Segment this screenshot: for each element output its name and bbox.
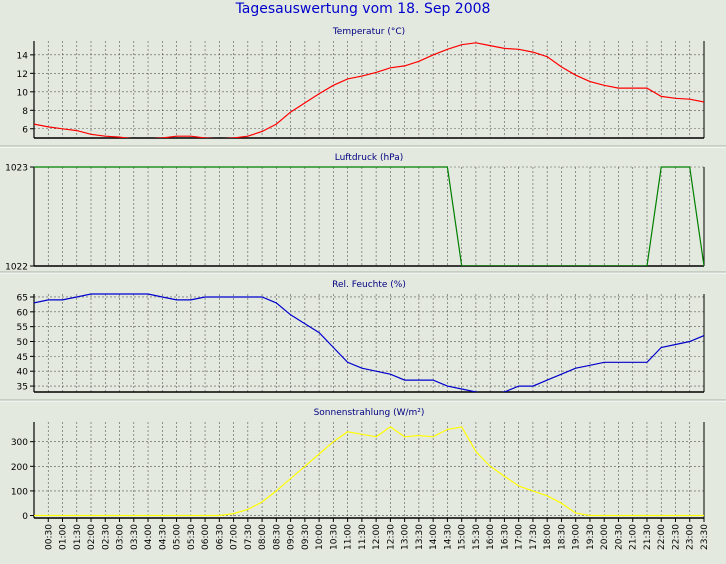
- y-tick-label: 300: [11, 438, 28, 448]
- y-tick-label: 100: [11, 487, 28, 497]
- x-tick-label: 21:30: [643, 524, 653, 550]
- x-tick-label: 16:30: [500, 524, 510, 550]
- x-tick-label: 09:30: [301, 524, 311, 550]
- time-axis: 00:30 01:00 01:30 02:00 02:30 03:00 03:30 04:00…: [44, 518, 710, 550]
- series-line: [34, 426, 704, 517]
- x-tick-label: 20:00: [600, 524, 610, 550]
- y-tick-label: 12: [17, 70, 28, 80]
- y-tick-label: 10: [17, 88, 29, 98]
- x-tick-label: 02:00: [87, 524, 97, 550]
- x-tick-label: 19:30: [586, 524, 596, 550]
- x-tick-label: 23:00: [686, 524, 696, 550]
- x-tick-label: 08:30: [272, 524, 282, 550]
- x-tick-label: 01:00: [59, 524, 69, 550]
- x-tick-label: 11:30: [358, 524, 368, 550]
- report-title: Tagesauswertung vom 18. Sep 2008: [235, 1, 491, 17]
- x-tick-label: 06:00: [201, 524, 211, 550]
- x-tick-label: 12:00: [372, 524, 382, 550]
- x-tick-label: 11:00: [344, 524, 354, 550]
- y-tick-label: 6: [22, 125, 28, 135]
- x-tick-label: 04:00: [144, 524, 154, 550]
- x-tick-label: 14:30: [443, 524, 453, 550]
- y-tick-label: 40: [17, 368, 29, 378]
- x-tick-label: 07:30: [244, 524, 254, 550]
- x-tick-label: 01:30: [73, 524, 83, 550]
- y-tick-label: 1023: [5, 164, 28, 174]
- series-line: [34, 42, 704, 138]
- y-tick-label: 50: [17, 338, 29, 348]
- chart-panel-4: Sonnenstrahlung (W/m²) 0 100 200 300: [11, 408, 705, 522]
- chart-title: Temperatur (°C): [332, 27, 405, 37]
- x-tick-label: 10:00: [315, 524, 325, 550]
- x-tick-label: 05:00: [173, 524, 183, 550]
- series-line: [34, 166, 704, 266]
- x-tick-label: 13:30: [415, 524, 425, 550]
- x-tick-label: 22:00: [657, 524, 667, 550]
- chart-title: Rel. Feuchte (%): [332, 280, 406, 290]
- y-tick-label: 45: [17, 353, 28, 363]
- x-tick-label: 03:00: [116, 524, 126, 550]
- x-tick-label: 15:30: [472, 524, 482, 550]
- x-tick-label: 22:30: [671, 524, 681, 550]
- x-tick-label: 06:30: [215, 524, 225, 550]
- x-tick-label: 20:30: [614, 524, 624, 550]
- x-tick-label: 14:00: [429, 524, 439, 550]
- y-tick-label: 60: [17, 308, 29, 318]
- x-tick-label: 23:30: [700, 524, 710, 550]
- x-tick-label: 04:30: [158, 524, 168, 550]
- chart-panel-3: Rel. Feuchte (%) 35 40 45 50 55 60 65: [17, 280, 705, 393]
- y-tick-label: 65: [17, 293, 28, 303]
- y-tick-label: 55: [17, 323, 28, 333]
- y-tick-label: 8: [22, 107, 28, 117]
- x-tick-label: 12:30: [386, 524, 396, 550]
- x-tick-label: 03:30: [130, 524, 140, 550]
- x-tick-label: 00:30: [44, 524, 54, 550]
- x-tick-label: 05:30: [187, 524, 197, 550]
- x-tick-label: 16:00: [486, 524, 496, 550]
- chart-panel-1: Temperatur (°C) 6 8 10 12 14: [17, 27, 705, 139]
- x-tick-label: 15:00: [458, 524, 468, 550]
- series-line: [34, 293, 704, 392]
- x-tick-label: 19:00: [572, 524, 582, 550]
- y-tick-label: 35: [17, 383, 28, 393]
- x-tick-label: 07:00: [230, 524, 240, 550]
- y-tick-label: 200: [11, 463, 28, 473]
- chart-title: Sonnenstrahlung (W/m²): [314, 408, 425, 418]
- y-tick-label: 14: [17, 51, 29, 61]
- y-tick-label: 1022: [5, 263, 28, 273]
- x-tick-label: 18:00: [543, 524, 553, 550]
- x-tick-label: 13:00: [401, 524, 411, 550]
- x-tick-label: 21:00: [629, 524, 639, 550]
- chart-title: Luftdruck (hPa): [335, 153, 404, 163]
- chart-panel-2: Luftdruck (hPa) 1022 1023: [5, 153, 705, 273]
- x-tick-label: 17:30: [529, 524, 539, 550]
- x-tick-label: 02:30: [101, 524, 111, 550]
- x-tick-label: 10:30: [329, 524, 339, 550]
- x-tick-label: 18:30: [557, 524, 567, 550]
- x-tick-label: 09:00: [287, 524, 297, 550]
- y-tick-label: 0: [22, 512, 28, 522]
- x-tick-label: 17:00: [515, 524, 525, 550]
- x-tick-label: 08:00: [258, 524, 268, 550]
